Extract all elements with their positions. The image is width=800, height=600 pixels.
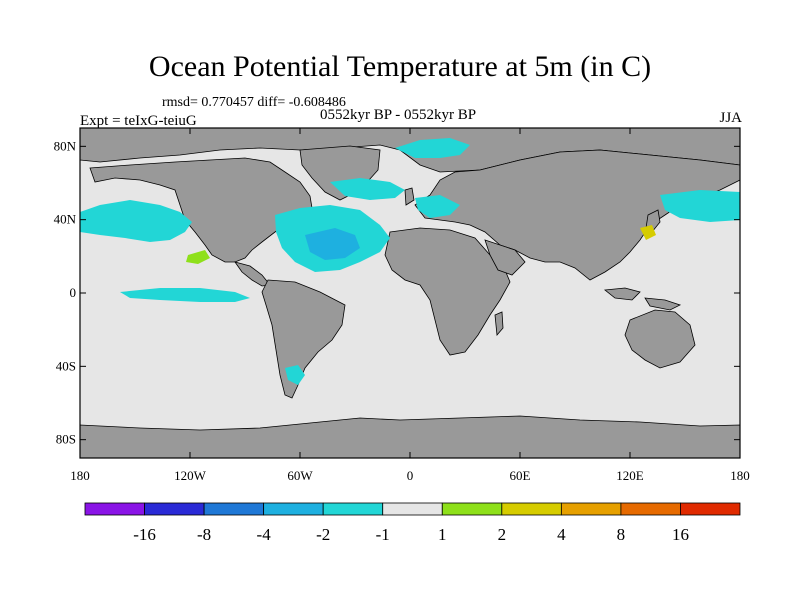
anomaly-equatorial-pacific xyxy=(120,288,250,302)
colorbar-swatch xyxy=(560,502,622,516)
colorbar-swatch xyxy=(501,502,562,516)
land-australia xyxy=(624,309,696,369)
colorbar-swatch xyxy=(203,502,265,516)
map-area xyxy=(80,128,740,458)
anomaly-south-atlantic xyxy=(285,365,305,385)
lat-tick-label: 80S xyxy=(56,432,76,447)
land-africa xyxy=(384,227,511,356)
colorbar-swatch xyxy=(263,502,324,516)
figure-title: Ocean Potential Temperature at 5m (in C) xyxy=(148,50,652,83)
colorbar-label: -1 xyxy=(376,525,390,544)
season-label: JJA xyxy=(719,110,742,126)
lon-tick-label: 180 xyxy=(70,468,90,483)
anomaly-warm-japan xyxy=(640,225,656,240)
colorbar-label: -2 xyxy=(316,525,330,544)
lon-tick-label: 0 xyxy=(407,468,414,483)
land-antarctica xyxy=(80,415,740,458)
lon-tick-label: 60E xyxy=(510,468,531,483)
colorbar-swatch xyxy=(382,502,443,516)
lon-tick-label: 60W xyxy=(287,468,313,483)
colorbar-swatch xyxy=(144,502,205,516)
longitude-ticks: 180 120W 60W 0 60E 120E 180 xyxy=(70,128,750,483)
anomaly-atlantic-north-core xyxy=(305,228,360,260)
colorbar-label: 4 xyxy=(557,525,566,544)
anomaly-pacific-north xyxy=(80,200,192,242)
colorbar-label: 16 xyxy=(672,525,689,544)
anomaly-north-sea xyxy=(415,195,460,218)
colorbar-label: 2 xyxy=(498,525,507,544)
colorbar-swatch xyxy=(620,502,681,516)
land-north-america xyxy=(89,157,313,263)
land-uk xyxy=(404,187,415,206)
experiment-label: Expt = teIxG-teiuG xyxy=(80,113,197,129)
colorbar-swatch xyxy=(441,502,503,516)
period-label: 0552kyr BP - 0552kyr BP xyxy=(320,107,477,123)
anomaly-north-atlantic-subpolar xyxy=(330,178,405,200)
colorbar-label: 8 xyxy=(617,525,626,544)
anomaly-arctic xyxy=(395,138,470,158)
land-arabia xyxy=(484,239,526,276)
anomaly-warm-california xyxy=(186,250,210,264)
lat-tick-label: 40S xyxy=(56,358,76,373)
latitude-ticks: 80N 40N 0 40S 80S xyxy=(54,138,740,447)
colorbar-swatch xyxy=(84,502,145,516)
colorbar-label: -4 xyxy=(257,525,272,544)
lat-tick-label: 0 xyxy=(70,285,77,300)
colorbar-label: -16 xyxy=(133,525,156,544)
colorbar-swatch xyxy=(322,502,384,516)
colorbar-label: 1 xyxy=(438,525,447,544)
lon-tick-label: 180 xyxy=(730,468,750,483)
anomaly-north-pacific-east xyxy=(660,190,740,222)
lat-tick-label: 80N xyxy=(54,138,77,153)
colorbar: -16 -8 -4 -2 -1 1 2 4 8 16 xyxy=(84,502,741,544)
lat-tick-label: 40N xyxy=(54,212,77,227)
colorbar-swatch xyxy=(680,502,741,516)
lon-tick-label: 120E xyxy=(616,468,644,483)
lon-tick-label: 120W xyxy=(174,468,207,483)
stats-label: rmsd= 0.770457 diff= -0.608486 xyxy=(162,95,346,110)
colorbar-label: -8 xyxy=(197,525,211,544)
land-indonesia xyxy=(603,287,682,311)
land-madagascar xyxy=(494,311,504,336)
